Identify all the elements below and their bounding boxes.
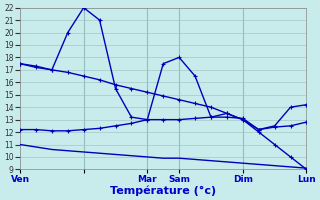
X-axis label: Température (°c): Température (°c) bbox=[110, 185, 216, 196]
